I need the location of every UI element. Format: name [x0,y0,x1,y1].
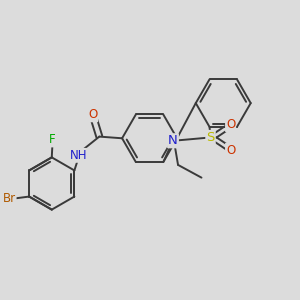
Text: O: O [88,108,97,121]
Text: O: O [226,144,235,157]
Text: N: N [168,134,178,147]
Text: NH: NH [70,149,87,162]
Text: F: F [49,134,56,146]
Text: O: O [226,118,235,131]
Text: Br: Br [2,192,16,205]
Text: S: S [206,131,215,144]
